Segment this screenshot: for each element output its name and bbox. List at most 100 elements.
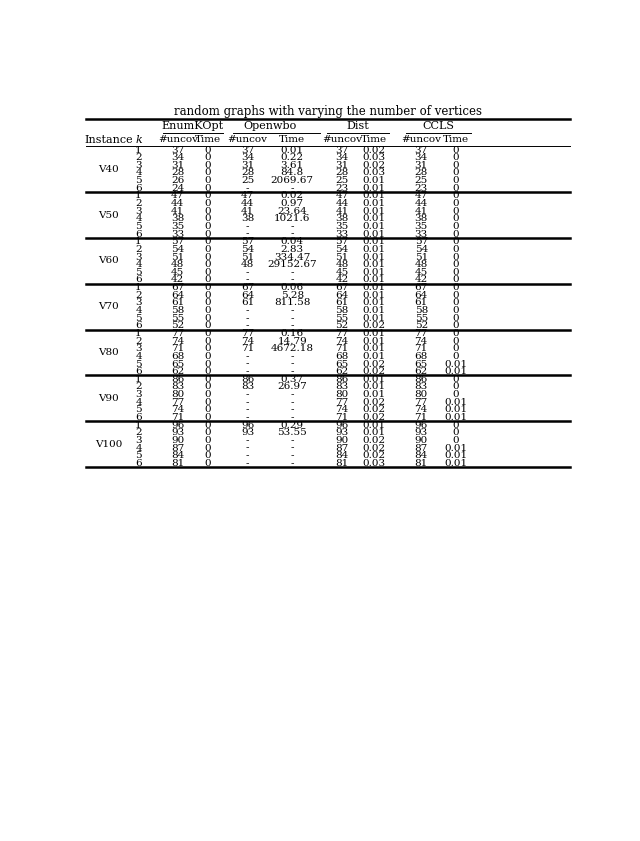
Text: 0: 0 (452, 291, 460, 299)
Text: 93: 93 (171, 428, 184, 437)
Text: 2: 2 (135, 336, 142, 346)
Text: 5: 5 (135, 452, 142, 460)
Text: 24: 24 (171, 184, 184, 193)
Text: 55: 55 (171, 314, 184, 323)
Text: 0.01: 0.01 (363, 252, 386, 262)
Text: 67: 67 (241, 283, 254, 292)
Text: 61: 61 (171, 299, 184, 308)
Text: V80: V80 (99, 348, 119, 357)
Text: 52: 52 (171, 321, 184, 331)
Text: 64: 64 (171, 291, 184, 299)
Text: -: - (246, 398, 250, 407)
Text: -: - (291, 413, 294, 422)
Text: CCLS: CCLS (422, 121, 454, 131)
Text: 1: 1 (135, 192, 142, 200)
Text: 0: 0 (452, 428, 460, 437)
Text: 0: 0 (205, 299, 211, 308)
Text: 0.01: 0.01 (363, 214, 386, 224)
Text: -: - (246, 360, 250, 368)
Text: V70: V70 (99, 302, 119, 311)
Text: 0: 0 (452, 336, 460, 346)
Text: Time: Time (361, 135, 387, 144)
Text: 0.01: 0.01 (363, 299, 386, 308)
Text: 0: 0 (205, 214, 211, 224)
Text: -: - (291, 321, 294, 331)
Text: EnumKOpt: EnumKOpt (162, 121, 224, 131)
Text: 74: 74 (415, 405, 428, 415)
Text: 71: 71 (335, 413, 349, 422)
Text: 45: 45 (171, 267, 184, 277)
Text: 41: 41 (335, 207, 349, 215)
Text: 0: 0 (452, 352, 460, 361)
Text: 74: 74 (415, 336, 428, 346)
Text: 87: 87 (171, 443, 184, 452)
Text: -: - (246, 222, 250, 231)
Text: -: - (246, 306, 250, 315)
Text: 28: 28 (171, 168, 184, 177)
Text: 84: 84 (335, 452, 349, 460)
Text: 62: 62 (171, 368, 184, 376)
Text: 23.64: 23.64 (277, 207, 307, 215)
Text: 0.02: 0.02 (363, 368, 386, 376)
Text: 0: 0 (205, 398, 211, 407)
Text: -: - (291, 368, 294, 376)
Text: 77: 77 (415, 329, 428, 338)
Text: 811.58: 811.58 (274, 299, 310, 308)
Text: 37: 37 (241, 145, 254, 155)
Text: 28: 28 (241, 168, 254, 177)
Text: 42: 42 (171, 276, 184, 284)
Text: 61: 61 (335, 299, 349, 308)
Text: 54: 54 (415, 245, 428, 254)
Text: 0: 0 (205, 230, 211, 239)
Text: 90: 90 (335, 436, 349, 445)
Text: 0: 0 (205, 222, 211, 231)
Text: 57: 57 (171, 237, 184, 246)
Text: 41: 41 (241, 207, 254, 215)
Text: 0.01: 0.01 (444, 459, 468, 468)
Text: 0: 0 (452, 199, 460, 208)
Text: 61: 61 (415, 299, 428, 308)
Text: 6: 6 (135, 276, 142, 284)
Text: 80: 80 (171, 390, 184, 399)
Text: 68: 68 (415, 352, 428, 361)
Text: 35: 35 (171, 222, 184, 231)
Text: 0: 0 (452, 267, 460, 277)
Text: 0: 0 (452, 306, 460, 315)
Text: 52: 52 (335, 321, 349, 331)
Text: 87: 87 (335, 443, 349, 452)
Text: 33: 33 (415, 230, 428, 239)
Text: -: - (291, 360, 294, 368)
Text: 35: 35 (335, 222, 349, 231)
Text: 0.01: 0.01 (363, 344, 386, 353)
Text: -: - (246, 230, 250, 239)
Text: 42: 42 (415, 276, 428, 284)
Text: 0.01: 0.01 (363, 291, 386, 299)
Text: -: - (291, 314, 294, 323)
Text: -: - (246, 368, 250, 376)
Text: 0: 0 (452, 153, 460, 162)
Text: 0.02: 0.02 (363, 436, 386, 445)
Text: 0: 0 (205, 199, 211, 208)
Text: 83: 83 (241, 383, 254, 391)
Text: 58: 58 (171, 306, 184, 315)
Text: 0: 0 (452, 383, 460, 391)
Text: 0.02: 0.02 (363, 452, 386, 460)
Text: -: - (291, 230, 294, 239)
Text: 71: 71 (335, 344, 349, 353)
Text: 57: 57 (335, 237, 349, 246)
Text: 64: 64 (335, 291, 349, 299)
Text: 0: 0 (452, 260, 460, 269)
Text: 4: 4 (135, 214, 142, 224)
Text: 51: 51 (171, 252, 184, 262)
Text: Dist: Dist (347, 121, 369, 131)
Text: 0.01: 0.01 (363, 245, 386, 254)
Text: #uncov: #uncov (157, 135, 198, 144)
Text: 34: 34 (335, 153, 349, 162)
Text: 74: 74 (335, 336, 349, 346)
Text: 0: 0 (205, 168, 211, 177)
Text: 52: 52 (415, 321, 428, 331)
Text: 6: 6 (135, 413, 142, 422)
Text: -: - (246, 267, 250, 277)
Text: 44: 44 (171, 199, 184, 208)
Text: 0: 0 (205, 245, 211, 254)
